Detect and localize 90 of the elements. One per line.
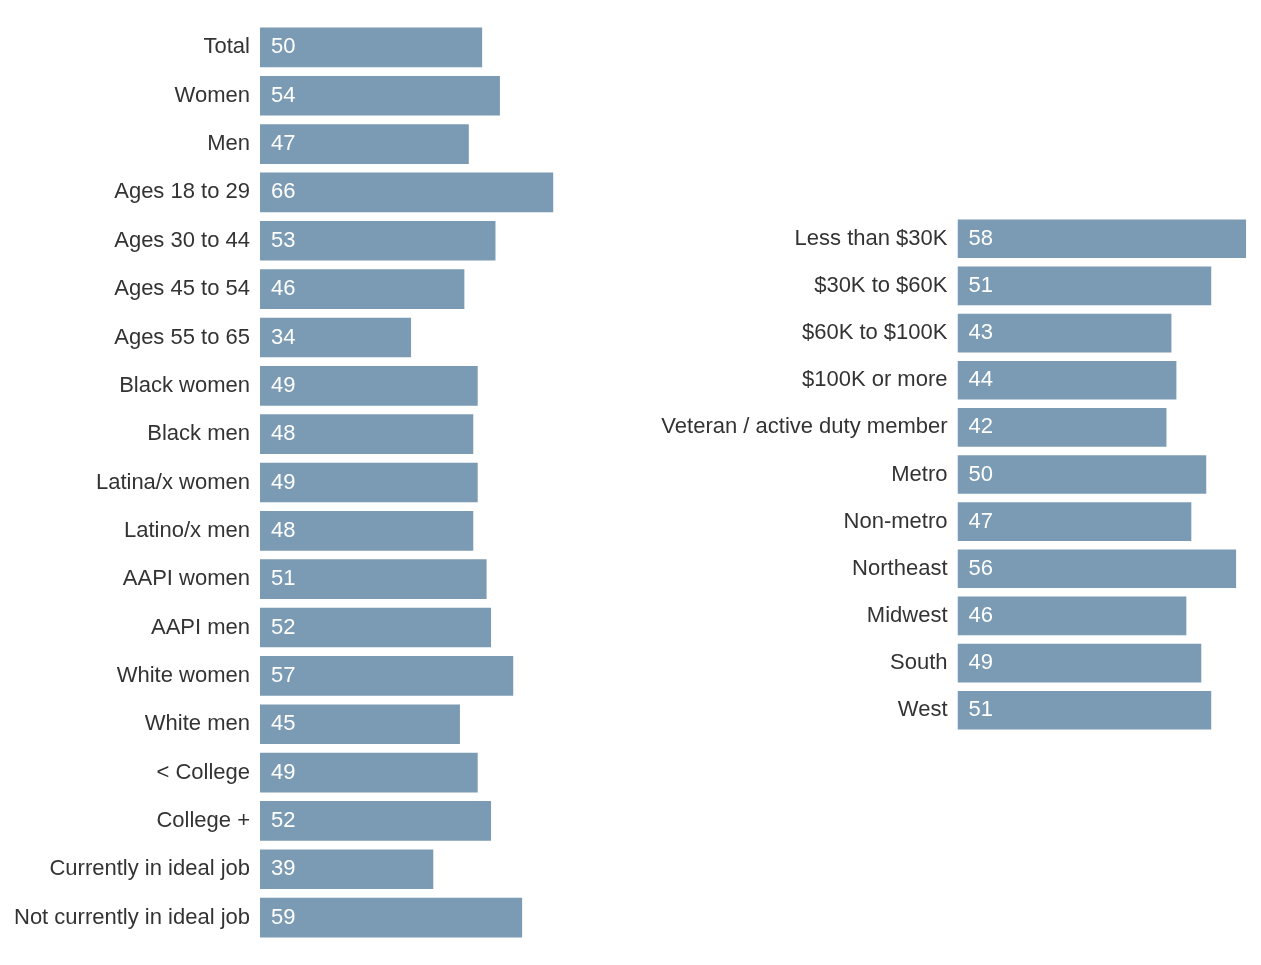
y-tick-label: Ages 45 to 54 <box>114 275 251 301</box>
bar <box>260 897 523 938</box>
data-label: 49 <box>271 371 296 397</box>
bar <box>260 752 478 793</box>
bar <box>957 266 1212 306</box>
y-tick-label: White women <box>116 661 251 687</box>
data-label: 53 <box>271 226 296 252</box>
bar <box>957 643 1202 683</box>
bar <box>260 801 492 841</box>
bar <box>260 559 487 600</box>
data-label: 56 <box>968 554 993 580</box>
data-label: 51 <box>968 271 993 297</box>
bar <box>260 317 412 358</box>
y-tick-label: Men <box>207 130 251 156</box>
data-label: 50 <box>968 460 993 486</box>
y-tick-label: AAPI women <box>122 565 251 591</box>
data-label: 52 <box>271 613 296 639</box>
data-label: 45 <box>271 710 296 736</box>
data-label: 47 <box>271 130 296 156</box>
data-label: 57 <box>271 661 296 687</box>
data-label: 49 <box>968 649 993 675</box>
y-tick-label: College + <box>156 806 251 832</box>
bar <box>260 607 492 648</box>
y-tick-label: Women <box>174 81 251 107</box>
data-label: 52 <box>271 806 296 832</box>
y-tick-label: $60K to $100K <box>801 319 948 345</box>
data-label: 34 <box>271 323 296 349</box>
data-label: 46 <box>968 602 993 627</box>
data-label: 48 <box>271 420 296 446</box>
y-tick-label: < College <box>156 758 251 784</box>
y-tick-label: Ages 30 to 44 <box>114 226 251 252</box>
data-label: 49 <box>271 758 296 784</box>
bar <box>957 408 1167 447</box>
bar <box>957 360 1177 400</box>
bar <box>957 313 1172 353</box>
y-tick-label: West <box>897 696 948 722</box>
bar <box>260 656 514 696</box>
data-label: 44 <box>968 366 993 392</box>
y-tick-label: Ages 55 to 65 <box>114 323 251 349</box>
y-tick-label: Black men <box>147 420 251 446</box>
bar <box>260 172 554 213</box>
data-label: 50 <box>271 33 296 59</box>
bar <box>260 462 478 503</box>
y-tick-label: Less than $30K <box>794 224 948 250</box>
data-label: 46 <box>271 275 296 301</box>
data-label: 51 <box>968 696 993 722</box>
y-tick-label: Midwest <box>866 602 948 627</box>
data-label: 47 <box>968 507 993 533</box>
data-label: 59 <box>271 903 296 929</box>
data-label: 42 <box>968 413 993 439</box>
bar <box>260 511 474 551</box>
data-label: 48 <box>271 516 296 542</box>
y-tick-label: Ages 18 to 29 <box>114 178 251 204</box>
data-label: 51 <box>271 565 296 591</box>
bar <box>957 690 1212 730</box>
bar <box>260 849 434 890</box>
bar <box>260 704 460 745</box>
y-tick-label: Black women <box>119 371 251 397</box>
bar <box>260 414 474 454</box>
data-label: 66 <box>271 178 296 204</box>
y-tick-label: White men <box>144 710 251 736</box>
bar <box>957 549 1237 589</box>
bar <box>260 269 465 309</box>
data-label: 49 <box>271 468 296 494</box>
y-tick-label: AAPI men <box>150 613 251 639</box>
bar <box>957 219 1247 259</box>
y-tick-label: $30K to $60K <box>814 271 948 297</box>
bar <box>957 596 1187 636</box>
y-tick-label: Latino/x men <box>124 516 251 542</box>
y-tick-label: Not currently in ideal job <box>13 903 251 929</box>
y-tick-label: Metro <box>891 460 948 486</box>
bar <box>957 455 1207 494</box>
y-tick-label: Currently in ideal job <box>49 855 251 881</box>
y-tick-label: South <box>890 649 948 675</box>
bar <box>260 124 469 164</box>
bar <box>260 27 483 68</box>
data-label: 58 <box>968 224 993 250</box>
y-tick-label: Non-metro <box>843 507 948 533</box>
bar <box>260 365 478 406</box>
bar <box>260 75 500 116</box>
data-label: 54 <box>271 81 296 107</box>
bar <box>957 502 1192 541</box>
y-tick-label: Latina/x women <box>95 468 251 494</box>
data-label: 39 <box>271 855 296 881</box>
y-tick-label: Veteran / active duty member <box>661 413 948 439</box>
y-tick-label: $100K or more <box>801 366 948 392</box>
data-label: 43 <box>968 319 993 345</box>
y-tick-label: Northeast <box>852 554 948 580</box>
y-tick-label: Total <box>203 33 251 59</box>
bar <box>260 220 496 261</box>
